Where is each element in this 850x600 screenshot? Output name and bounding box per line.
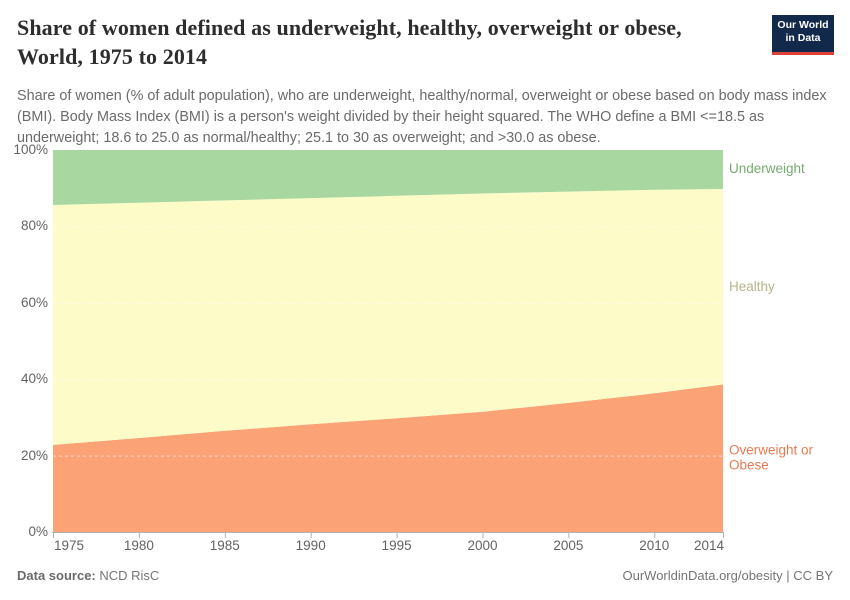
legend-label-overweight-or-obese[interactable]: Overweight or Obese [729, 442, 814, 473]
credit-link[interactable]: OurWorldinData.org/obesity | CC BY [622, 568, 834, 583]
area-underweight[interactable] [53, 150, 723, 205]
y-axis-label-20: 20% [20, 447, 48, 463]
x-axis-label-1990: 1990 [295, 538, 326, 553]
chart-subtitle: Share of women (% of adult population), … [17, 88, 827, 146]
y-axis-label-60: 60% [20, 294, 48, 310]
legend-label-healthy[interactable]: Healthy [729, 278, 775, 294]
chart-footer: Data source: NCD RisC OurWorldinData.org… [17, 568, 833, 583]
y-axis-label-40: 40% [20, 371, 48, 387]
x-axis-label-2010: 2010 [639, 538, 670, 553]
chart-title-line1: Share of women defined as underweight, h… [17, 15, 682, 40]
data-source-label: Data source: [17, 568, 96, 583]
y-axis-label-100: 100% [13, 142, 48, 157]
data-source: Data source: NCD RisC [17, 568, 159, 583]
area-overweight-or-obese[interactable] [53, 384, 723, 533]
legend-label-underweight[interactable]: Underweight [729, 161, 805, 177]
x-axis-label-1980: 1980 [123, 538, 154, 553]
x-axis-label-2000: 2000 [467, 538, 498, 553]
chart-title-line2: World, 1975 to 2014 [17, 44, 208, 69]
y-axis-label-80: 80% [20, 218, 48, 234]
owid-logo-line1: Our World [777, 19, 829, 31]
x-axis-label-1995: 1995 [381, 538, 412, 553]
x-axis-label-2014: 2014 [693, 538, 724, 553]
area-healthy[interactable] [53, 189, 723, 445]
x-axis-label-1975: 1975 [54, 538, 85, 553]
owid-logo-line2: in Data [785, 32, 821, 44]
x-axis-label-2005: 2005 [553, 538, 584, 553]
owid-logo[interactable]: Our World in Data [772, 15, 834, 55]
chart-title: Share of women defined as underweight, h… [17, 13, 765, 71]
x-axis-label-1985: 1985 [209, 538, 240, 553]
data-source-value: NCD RisC [99, 568, 160, 583]
y-axis-label-0: 0% [28, 524, 48, 539]
